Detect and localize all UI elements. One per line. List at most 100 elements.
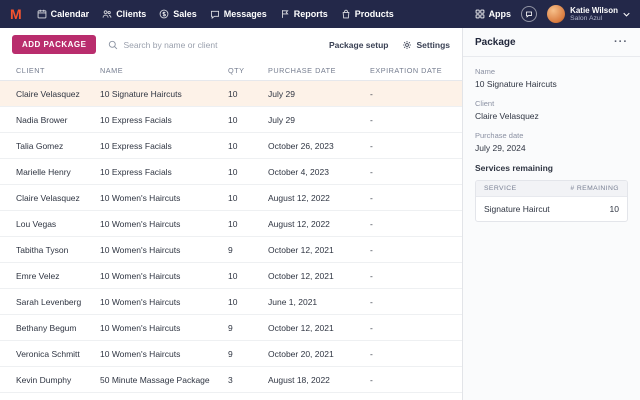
table-row[interactable]: Talia Gomez 10 Express Facials 10 October 2… [0, 133, 462, 159]
table-row[interactable]: Claire Velasquez 10 Signature Haircuts 10 J… [0, 81, 462, 107]
col-header-client[interactable]: CLIENT [16, 65, 45, 75]
cell-client: Veronica Schmitt [16, 348, 80, 359]
field-client: Client Claire Velasquez [475, 99, 628, 121]
panel-title: Package [475, 37, 516, 48]
settings-button[interactable]: Settings [402, 40, 450, 50]
cell-expiration-date: - [370, 322, 373, 333]
table-row[interactable]: Tabitha Tyson 10 Women's Haircuts 9 October… [0, 237, 462, 263]
field-value: 10 Signature Haircuts [475, 79, 557, 89]
cell-qty: 10 [228, 192, 238, 203]
table-row[interactable]: Kevin Dumphy 50 Minute Massage Package 3 Au… [0, 367, 462, 393]
clients-icon [102, 9, 112, 19]
cell-name: 10 Women's Haircuts [100, 244, 181, 255]
cell-purchase-date: August 18, 2022 [268, 374, 330, 385]
cell-qty: 10 [228, 166, 238, 177]
calendar-icon [37, 9, 47, 19]
table-row[interactable]: Bethany Begum 10 Women's Haircuts 9 October… [0, 315, 462, 341]
cell-client: Talia Gomez [16, 140, 64, 151]
panel-body: Name 10 Signature Haircuts Client Claire… [463, 57, 640, 232]
apps-button[interactable]: Apps [475, 9, 512, 19]
settings-label: Settings [416, 39, 450, 50]
chat-bubble-icon [525, 10, 533, 18]
nav-item-clients[interactable]: Clients [102, 9, 146, 19]
search-input[interactable] [123, 39, 254, 50]
cell-name: 10 Women's Haircuts [100, 348, 181, 359]
cell-purchase-date: August 12, 2022 [268, 218, 330, 229]
top-nav: M Calendar Clients Sales Messages [0, 0, 640, 28]
table-row[interactable]: Sarah Levenberg 10 Women's Haircuts 10 June… [0, 289, 462, 315]
services-col-service: SERVICE [484, 185, 517, 192]
cell-expiration-date: - [370, 348, 373, 359]
cell-name: 10 Women's Haircuts [100, 270, 181, 281]
cell-expiration-date: - [370, 244, 373, 255]
field-value: Claire Velasquez [475, 111, 539, 121]
cell-purchase-date: October 12, 2021 [268, 270, 334, 281]
col-header-purchase-date[interactable]: PURCHASE DATE [268, 65, 336, 75]
search-icon [108, 40, 118, 50]
avatar [547, 5, 566, 23]
services-table: SERVICE # REMAINING Signature Haircut 10 [475, 180, 628, 222]
apps-label: Apps [488, 9, 512, 19]
cell-expiration-date: - [370, 166, 373, 177]
field-label: Client [475, 99, 495, 108]
cell-expiration-date: - [370, 374, 373, 385]
col-header-qty[interactable]: QTY [228, 65, 245, 75]
table-row[interactable]: Veronica Schmitt 10 Women's Haircuts 9 Octo… [0, 341, 462, 367]
cell-expiration-date: - [370, 218, 373, 229]
nav-item-products[interactable]: Products [341, 9, 394, 19]
gear-icon [402, 40, 412, 50]
nav-item-calendar[interactable]: Calendar [37, 9, 89, 19]
cell-client: Lou Vegas [16, 218, 57, 229]
nav-item-reports[interactable]: Reports [280, 9, 328, 19]
nav-label: Clients [116, 9, 147, 19]
user-text: Katie Wilson Salon Azul [570, 6, 618, 23]
table-header: CLIENT NAME QTY PURCHASE DATE EXPIRATION… [0, 60, 462, 81]
app-logo[interactable]: M [10, 6, 22, 22]
cell-purchase-date: October 12, 2021 [268, 244, 334, 255]
cell-purchase-date: October 26, 2023 [268, 140, 334, 151]
table-row[interactable]: Emre Velez 10 Women's Haircuts 10 October 1… [0, 263, 462, 289]
cell-client: Nadia Brower [16, 114, 68, 125]
nav-item-messages[interactable]: Messages [210, 9, 267, 19]
reports-icon [280, 9, 290, 19]
nav-label: Sales [173, 9, 197, 19]
apps-grid-icon [475, 9, 485, 19]
service-name: Signature Haircut [484, 204, 550, 214]
main-area: ADD PACKAGE Package setup Settings [0, 28, 640, 400]
user-menu[interactable]: Katie Wilson Salon Azul [547, 5, 630, 23]
col-header-name[interactable]: NAME [100, 65, 124, 75]
field-purchase-date: Purchase date July 29, 2024 [475, 131, 628, 153]
table-row[interactable]: Claire Velasquez 10 Women's Haircuts 10 Aug… [0, 185, 462, 211]
service-remaining: 10 [609, 204, 619, 214]
nav-item-sales[interactable]: Sales [159, 9, 197, 19]
cell-expiration-date: - [370, 114, 373, 125]
panel-header: Package ··· [463, 28, 640, 57]
services-col-remaining: # REMAINING [570, 185, 619, 192]
cell-expiration-date: - [370, 192, 373, 203]
more-options-button[interactable]: ··· [614, 36, 628, 48]
package-setup-link[interactable]: Package setup [328, 39, 389, 50]
field-label: Purchase date [475, 131, 524, 140]
cell-client: Emre Velez [16, 270, 60, 281]
cell-purchase-date: October 20, 2021 [268, 348, 334, 359]
cell-qty: 3 [228, 374, 233, 385]
cell-expiration-date: - [370, 296, 373, 307]
cell-name: 10 Signature Haircuts [100, 88, 182, 99]
messages-icon [210, 9, 220, 19]
table-row[interactable]: Lou Vegas 10 Women's Haircuts 10 August 12,… [0, 211, 462, 237]
cell-expiration-date: - [370, 88, 373, 99]
table-row[interactable]: Marielle Henry 10 Express Facials 10 Octobe… [0, 159, 462, 185]
chat-button[interactable] [521, 6, 538, 22]
col-header-expiration-date[interactable]: EXPIRATION DATE [370, 65, 443, 75]
cell-qty: 10 [228, 140, 238, 151]
services-table-header: SERVICE # REMAINING [476, 181, 627, 197]
table-row[interactable]: Nadia Brower 10 Express Facials 10 July 29 - [0, 107, 462, 133]
service-row[interactable]: Signature Haircut 10 [476, 197, 627, 221]
cell-expiration-date: - [370, 270, 373, 281]
toolbar-right: Package setup Settings [329, 40, 450, 50]
add-package-button[interactable]: ADD PACKAGE [12, 35, 97, 54]
cell-purchase-date: June 1, 2021 [268, 296, 318, 307]
cell-purchase-date: July 29 [268, 88, 295, 99]
cell-client: Claire Velasquez [16, 192, 80, 203]
